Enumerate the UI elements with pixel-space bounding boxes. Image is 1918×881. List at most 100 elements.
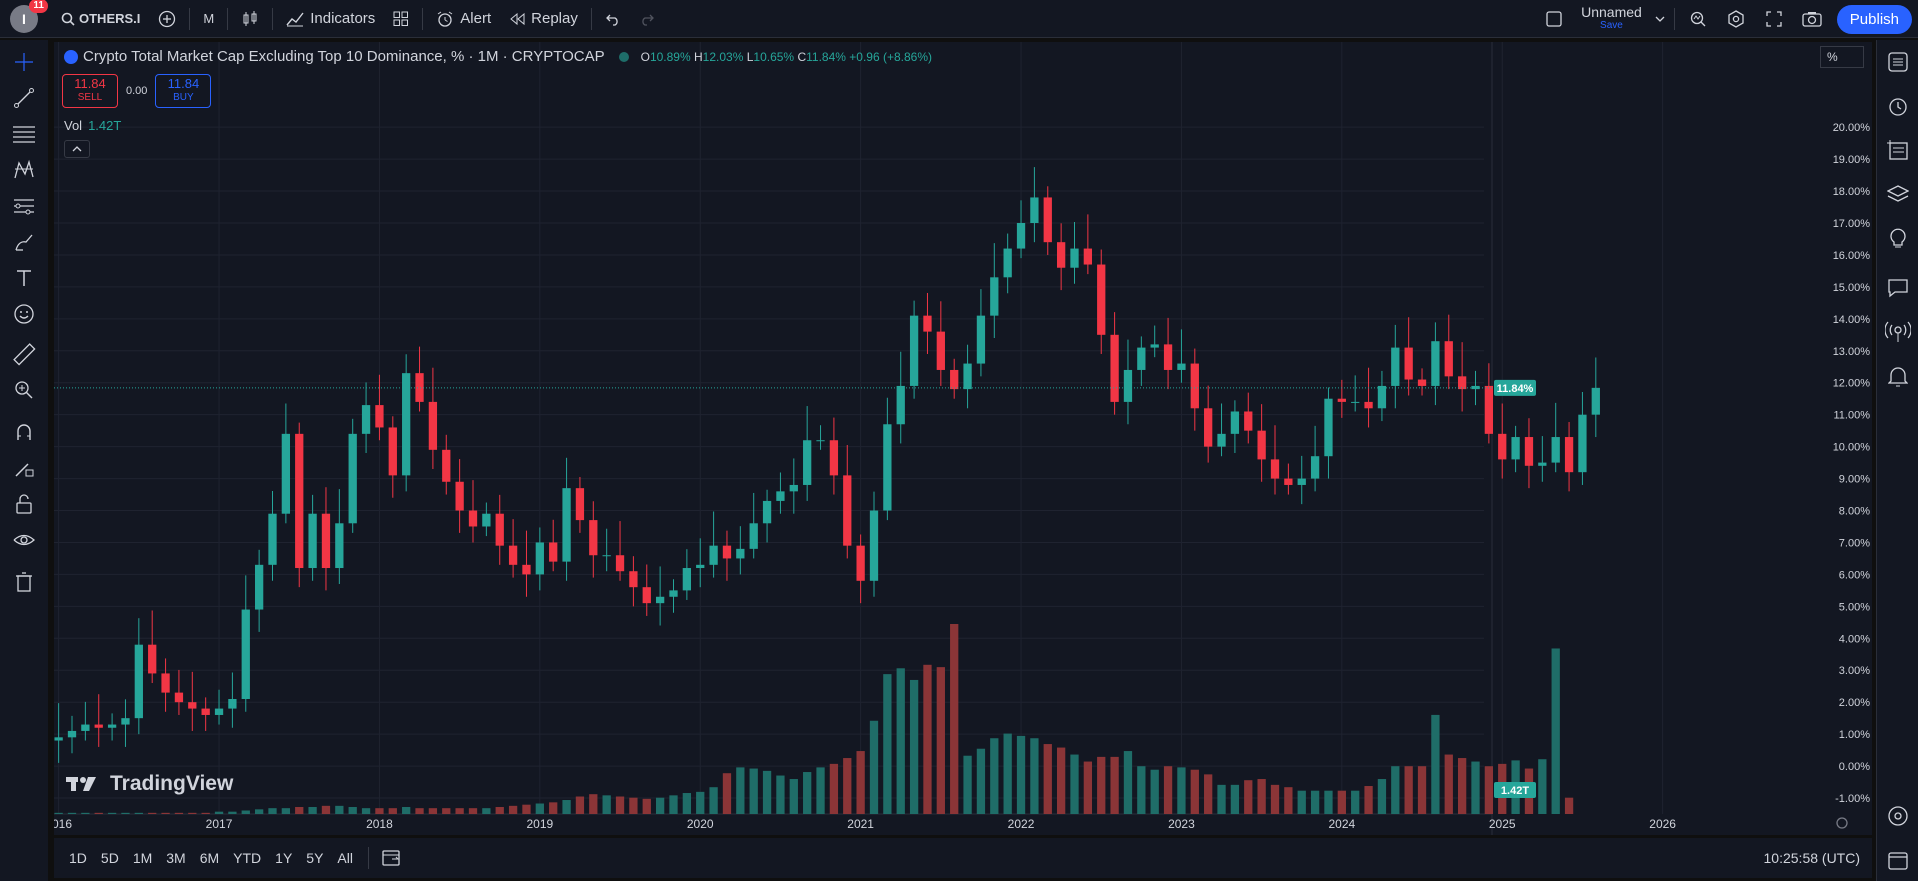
hide-tool[interactable] (0, 522, 48, 558)
ruler-icon (13, 343, 36, 366)
range-button-1y[interactable]: 1Y (275, 850, 293, 866)
low-value: 10.65% (753, 49, 795, 64)
interval-button[interactable]: M (203, 11, 215, 26)
replay-button[interactable]: Replay (500, 0, 587, 38)
chart-type-button[interactable] (232, 0, 268, 38)
range-button-1m[interactable]: 1M (132, 850, 153, 866)
templates-button[interactable] (384, 0, 418, 38)
candle-body (976, 315, 986, 364)
volume-bar (1190, 769, 1199, 814)
range-button-all[interactable]: All (337, 850, 353, 866)
market-status-icon[interactable] (618, 51, 629, 62)
price-chart[interactable]: 20.00% 19.00% 18.00% 17.00% 16.00% 15.00% 14.0… (54, 42, 1872, 835)
range-button-1d[interactable]: 1D (69, 850, 87, 866)
settings-button[interactable] (1717, 0, 1755, 38)
stay-drawing-tool[interactable] (0, 450, 48, 486)
ruler-tool[interactable] (0, 336, 48, 372)
chart-pane[interactable]: 20.00% 19.00% 18.00% 17.00% 16.00% 15.00% 14.0… (54, 42, 1872, 835)
data-window-button[interactable] (1877, 128, 1918, 172)
emoji-tool[interactable] (0, 296, 48, 332)
volume-legend[interactable]: Vol 1.42T (64, 118, 121, 133)
alert-button[interactable]: Alert (427, 0, 500, 38)
crosshair-icon (15, 53, 33, 71)
calendar-button[interactable] (1877, 838, 1918, 881)
y-tick-label: 17.00% (1833, 218, 1871, 230)
candle-body (1163, 344, 1173, 370)
candle-body (402, 373, 411, 476)
volume-bar (388, 808, 397, 814)
candle-body (455, 481, 464, 511)
axis-settings-icon[interactable] (1836, 817, 1848, 829)
volume-bar (990, 738, 999, 814)
candle-body (1110, 334, 1119, 402)
goto-date-button[interactable] (373, 839, 411, 877)
trend-line-tool[interactable] (0, 80, 48, 116)
buy-button[interactable]: 11.84 BUY (155, 74, 212, 108)
indicators-button[interactable]: Indicators (277, 0, 384, 38)
y-tick-label: 15.00% (1833, 282, 1871, 294)
quick-search-button[interactable] (1679, 0, 1717, 38)
candle-body (749, 523, 758, 549)
volume-bar (228, 811, 237, 814)
text-tool[interactable] (0, 260, 48, 296)
volume-bar (1110, 756, 1119, 814)
collapse-legend-button[interactable] (64, 140, 90, 158)
tradingview-watermark[interactable]: TradingView (66, 772, 233, 796)
utc-clock[interactable]: 10:25:58 (UTC) (1763, 850, 1860, 866)
scale-mode-field[interactable]: % (1820, 46, 1864, 68)
ideas-button[interactable] (1877, 216, 1918, 260)
patterns-tool[interactable] (0, 152, 48, 188)
magnet-tool[interactable] (0, 414, 48, 450)
layers-button[interactable] (1877, 172, 1918, 216)
volume-bar (1444, 754, 1453, 814)
lock-tool[interactable] (0, 486, 48, 522)
divider (367, 847, 369, 869)
range-button-5y[interactable]: 5Y (306, 850, 324, 866)
compare-symbol-button[interactable] (149, 0, 185, 38)
volume-bar (241, 810, 250, 814)
list-icon (1888, 52, 1908, 72)
forecast-icon (14, 199, 34, 215)
y-tick-label: 13.00% (1833, 346, 1871, 358)
range-button-6m[interactable]: 6M (199, 850, 220, 866)
layout-name-button[interactable]: Unnamed Save (1573, 5, 1650, 32)
forecasting-tool[interactable] (0, 188, 48, 224)
layout-dropdown[interactable] (1650, 0, 1670, 38)
redo-button[interactable] (630, 0, 664, 38)
alerts-panel-button[interactable] (1877, 84, 1918, 128)
low-label: L (746, 49, 754, 64)
range-button-5d[interactable]: 5D (100, 850, 119, 866)
range-button-3m[interactable]: 3M (166, 850, 186, 866)
volume-bar (1551, 648, 1560, 814)
fullscreen-button[interactable] (1755, 0, 1793, 38)
remove-drawings-tool[interactable] (0, 564, 48, 600)
crosshair-tool[interactable] (0, 44, 48, 80)
notifications-button[interactable] (1877, 354, 1918, 398)
layout-select-button[interactable] (1535, 0, 1573, 38)
watchlist-button[interactable] (1877, 40, 1918, 84)
sell-button[interactable]: 11.84 SELL (62, 74, 118, 108)
chart-title[interactable]: Crypto Total Market Cap Excluding Top 10… (83, 48, 605, 65)
undo-button[interactable] (596, 0, 630, 38)
candle-body (816, 440, 825, 442)
symbol-search[interactable]: OTHERS.I (52, 0, 149, 38)
snapshot-button[interactable] (1793, 0, 1831, 38)
streams-button[interactable] (1877, 310, 1918, 354)
volume-bar (976, 748, 986, 814)
user-avatar[interactable]: I 11 (10, 0, 48, 33)
publish-button[interactable]: Publish (1836, 4, 1912, 34)
last-volume-label: 1.42T (1501, 785, 1529, 797)
volume-bar (602, 795, 611, 814)
volume-bar (909, 679, 919, 814)
chats-button[interactable] (1877, 266, 1918, 310)
zoom-tool[interactable] (0, 372, 48, 408)
volume-bar (1284, 787, 1293, 814)
price-axis[interactable]: 20.00% 19.00% 18.00% 17.00% 16.00% 15.00% 14.0… (1833, 122, 1871, 805)
range-button-ytd[interactable]: YTD (233, 850, 262, 866)
volume-bar (1471, 761, 1480, 814)
brush-tool[interactable] (0, 224, 48, 260)
fib-tool[interactable] (0, 116, 48, 152)
time-axis[interactable]: 2016 2017 2018 2019 2020 2021 2022 2023 2024 2025… (54, 817, 1676, 831)
volume-bar (495, 807, 504, 814)
help-button[interactable] (1877, 794, 1918, 838)
